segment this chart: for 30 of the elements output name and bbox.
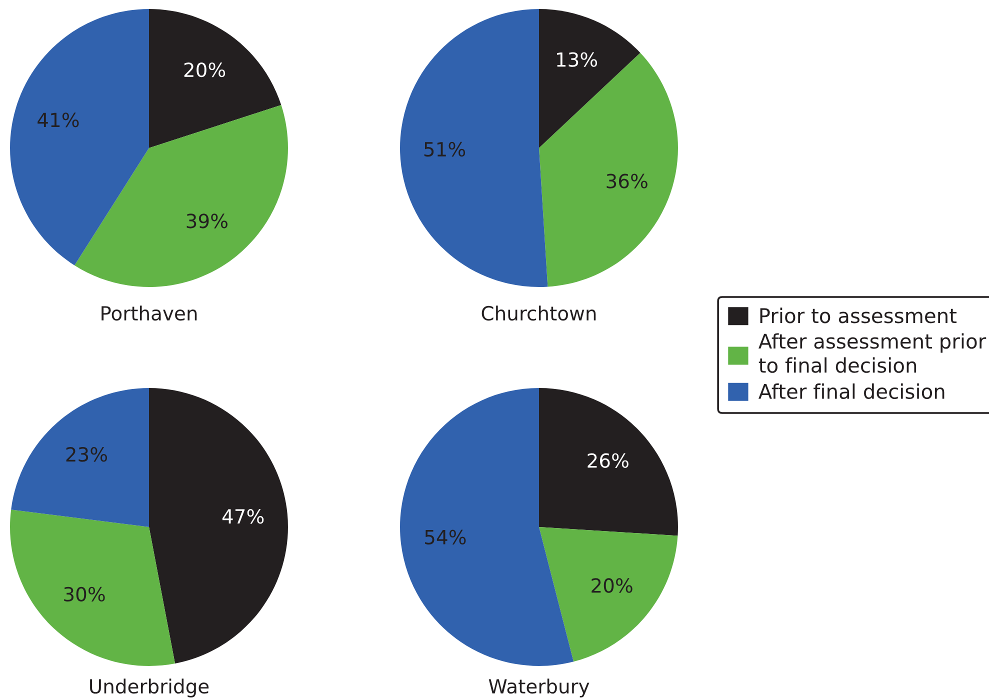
pie-slice — [149, 388, 288, 664]
data-label: 39% — [186, 214, 228, 228]
pie-slice — [539, 527, 678, 662]
pie-slice — [539, 388, 678, 536]
data-label: 20% — [184, 62, 226, 78]
data-label: 54% — [425, 530, 466, 544]
text: Underbridge — [90, 678, 209, 698]
pie-slice — [10, 9, 149, 266]
data-label: 13% — [557, 52, 598, 67]
text: Porthaven — [102, 306, 197, 321]
pie-slice — [539, 9, 640, 148]
text: Churchtown — [482, 306, 596, 321]
legend-label: Prior to assessment — [760, 308, 957, 324]
data-label: 30% — [64, 586, 105, 602]
data-label: 20% — [592, 578, 632, 593]
legend-label: After final decision — [758, 383, 944, 400]
data-label: 23% — [66, 447, 108, 462]
pie-slice — [400, 9, 548, 287]
pie-slice — [10, 510, 176, 666]
data-label: 47% — [222, 509, 264, 524]
text: Waterbury — [488, 678, 590, 698]
legend-label: After assessment prior to final decision — [758, 333, 986, 373]
pie-slice — [400, 388, 574, 666]
data-label: 26% — [588, 453, 628, 468]
data-label: 41% — [38, 112, 79, 128]
pie-slice — [539, 52, 678, 287]
data-label: 36% — [606, 174, 648, 188]
pie-slice — [11, 388, 149, 527]
data-label: 51% — [424, 142, 466, 157]
pie-slice — [149, 9, 282, 148]
